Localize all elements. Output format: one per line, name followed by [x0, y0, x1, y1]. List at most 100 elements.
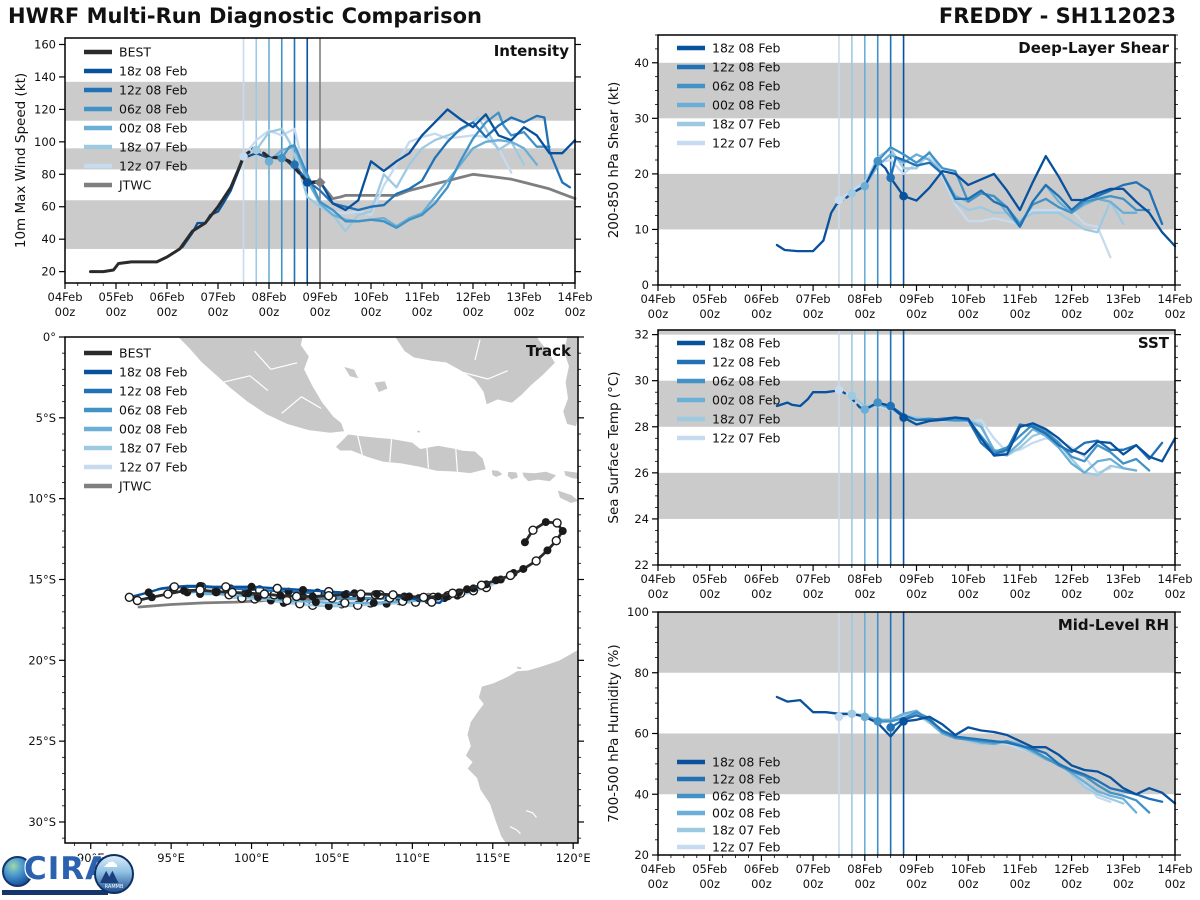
- svg-text:12z 08 Feb: 12z 08 Feb: [119, 384, 188, 399]
- svg-text:06z 08 Feb: 06z 08 Feb: [712, 374, 781, 389]
- svg-text:05Feb: 05Feb: [692, 572, 727, 586]
- mountain-icon: ▲▲: [100, 866, 118, 885]
- svg-text:18z 08 Feb: 18z 08 Feb: [119, 64, 188, 79]
- svg-text:00z: 00z: [1061, 587, 1082, 601]
- svg-text:06Feb: 06Feb: [744, 572, 779, 586]
- svg-text:12z 07 Feb: 12z 07 Feb: [712, 431, 781, 446]
- legend: 18z 08 Feb 12z 08 Feb 06z 08 Feb 00z 08 Feb…: [677, 336, 781, 446]
- svg-text:12z 08 Feb: 12z 08 Feb: [712, 60, 781, 75]
- svg-text:120°E: 120°E: [556, 851, 591, 865]
- svg-text:00z: 00z: [648, 877, 669, 891]
- svg-text:13Feb: 13Feb: [1106, 292, 1141, 306]
- svg-text:105°E: 105°E: [314, 851, 349, 865]
- panel-shear: 04Feb00z05Feb00z06Feb00z07Feb00z08Feb00z…: [606, 34, 1193, 321]
- svg-text:20: 20: [634, 848, 649, 862]
- svg-text:14Feb: 14Feb: [1158, 572, 1193, 586]
- svg-text:00z 08 Feb: 00z 08 Feb: [119, 121, 188, 136]
- svg-text:24: 24: [634, 512, 649, 526]
- svg-text:00z: 00z: [55, 305, 76, 319]
- svg-text:26: 26: [634, 466, 649, 480]
- svg-text:Deep-Layer Shear: Deep-Layer Shear: [1018, 39, 1169, 57]
- svg-text:32: 32: [634, 328, 649, 342]
- svg-text:22: 22: [634, 558, 649, 572]
- svg-text:40: 40: [634, 56, 649, 70]
- globe-icon: [2, 856, 33, 887]
- storm-title: FREDDY - SH112023: [938, 4, 1176, 28]
- cira-logo: CIRA ☁ ▲▲ RAMMB: [2, 850, 142, 898]
- svg-text:18z 08 Feb: 18z 08 Feb: [119, 365, 188, 380]
- svg-text:95°E: 95°E: [157, 851, 185, 865]
- svg-text:18z 07 Feb: 18z 07 Feb: [712, 412, 781, 427]
- svg-text:12z 07 Feb: 12z 07 Feb: [712, 136, 781, 151]
- svg-text:00z: 00z: [751, 587, 772, 601]
- svg-text:00z: 00z: [1165, 587, 1186, 601]
- svg-text:09Feb: 09Feb: [899, 862, 934, 876]
- svg-text:0°: 0°: [43, 330, 56, 344]
- svg-text:Mid-Level RH: Mid-Level RH: [1058, 616, 1169, 634]
- svg-text:00z: 00z: [514, 305, 535, 319]
- svg-text:00z: 00z: [565, 305, 586, 319]
- svg-text:04Feb: 04Feb: [48, 290, 83, 304]
- cloud-icon: ☁: [103, 854, 118, 871]
- svg-text:18z 07 Feb: 18z 07 Feb: [712, 117, 781, 132]
- legend: 18z 08 Feb 12z 08 Feb 06z 08 Feb 00z 08 Feb…: [677, 41, 781, 151]
- svg-text:18z 07 Feb: 18z 07 Feb: [119, 441, 188, 456]
- svg-text:10Feb: 10Feb: [951, 292, 986, 306]
- svg-text:60: 60: [41, 200, 56, 214]
- svg-text:18z 07 Feb: 18z 07 Feb: [712, 823, 781, 838]
- svg-text:00z: 00z: [854, 307, 875, 321]
- svg-text:06z 08 Feb: 06z 08 Feb: [119, 403, 188, 418]
- svg-text:Sea Surface Temp (°C): Sea Surface Temp (°C): [606, 371, 622, 523]
- legend: BEST 18z 08 Feb 12z 08 Feb 06z 08 Feb 00z 08…: [84, 45, 188, 193]
- cira-underline: [2, 890, 108, 895]
- svg-text:00z: 00z: [699, 587, 720, 601]
- svg-text:100: 100: [627, 605, 649, 619]
- svg-text:00z: 00z: [906, 587, 927, 601]
- svg-text:SST: SST: [1138, 334, 1170, 352]
- svg-text:00z: 00z: [1061, 877, 1082, 891]
- panel-sst: 04Feb00z05Feb00z06Feb00z07Feb00z08Feb00z…: [606, 328, 1193, 601]
- svg-text:700-500 hPa Humidity (%): 700-500 hPa Humidity (%): [606, 644, 622, 822]
- svg-text:12z 08 Feb: 12z 08 Feb: [119, 83, 188, 98]
- svg-text:JTWC: JTWC: [118, 178, 152, 193]
- svg-text:06z 08 Feb: 06z 08 Feb: [712, 79, 781, 94]
- svg-text:00z: 00z: [1113, 877, 1134, 891]
- svg-text:160: 160: [34, 37, 56, 51]
- svg-text:30°S: 30°S: [28, 815, 56, 829]
- svg-text:07Feb: 07Feb: [796, 572, 831, 586]
- svg-text:04Feb: 04Feb: [641, 862, 676, 876]
- svg-text:00z: 00z: [1010, 877, 1031, 891]
- svg-text:200-850 hPa Shear (kt): 200-850 hPa Shear (kt): [606, 82, 622, 239]
- svg-text:10Feb: 10Feb: [951, 572, 986, 586]
- svg-text:10°S: 10°S: [28, 492, 56, 506]
- svg-text:28: 28: [634, 420, 649, 434]
- svg-text:07Feb: 07Feb: [796, 862, 831, 876]
- svg-text:00z: 00z: [1113, 307, 1134, 321]
- svg-text:00z: 00z: [906, 307, 927, 321]
- svg-text:08Feb: 08Feb: [252, 290, 287, 304]
- svg-text:12Feb: 12Feb: [456, 290, 491, 304]
- svg-text:11Feb: 11Feb: [405, 290, 440, 304]
- svg-text:00z: 00z: [751, 307, 772, 321]
- svg-text:13Feb: 13Feb: [1106, 862, 1141, 876]
- svg-text:00z: 00z: [803, 587, 824, 601]
- svg-text:10Feb: 10Feb: [354, 290, 389, 304]
- svg-text:BEST: BEST: [119, 45, 151, 60]
- svg-text:140: 140: [34, 70, 56, 84]
- svg-text:14Feb: 14Feb: [1158, 292, 1193, 306]
- svg-text:14Feb: 14Feb: [1158, 862, 1193, 876]
- svg-text:20°S: 20°S: [28, 653, 56, 667]
- panel-intensity: 04Feb00z05Feb00z06Feb00z07Feb00z08Feb00z…: [13, 37, 593, 319]
- svg-text:18z 08 Feb: 18z 08 Feb: [712, 41, 781, 56]
- rammb-label: RAMMB: [104, 884, 124, 890]
- svg-text:08Feb: 08Feb: [847, 292, 882, 306]
- svg-text:10m Max Wind Speed (kt): 10m Max Wind Speed (kt): [13, 73, 29, 248]
- svg-text:07Feb: 07Feb: [796, 292, 831, 306]
- svg-text:00z: 00z: [1165, 307, 1186, 321]
- svg-text:30: 30: [634, 374, 649, 388]
- svg-text:00z: 00z: [106, 305, 127, 319]
- svg-text:00z: 00z: [751, 877, 772, 891]
- svg-text:00z: 00z: [1113, 587, 1134, 601]
- svg-text:00z: 00z: [803, 307, 824, 321]
